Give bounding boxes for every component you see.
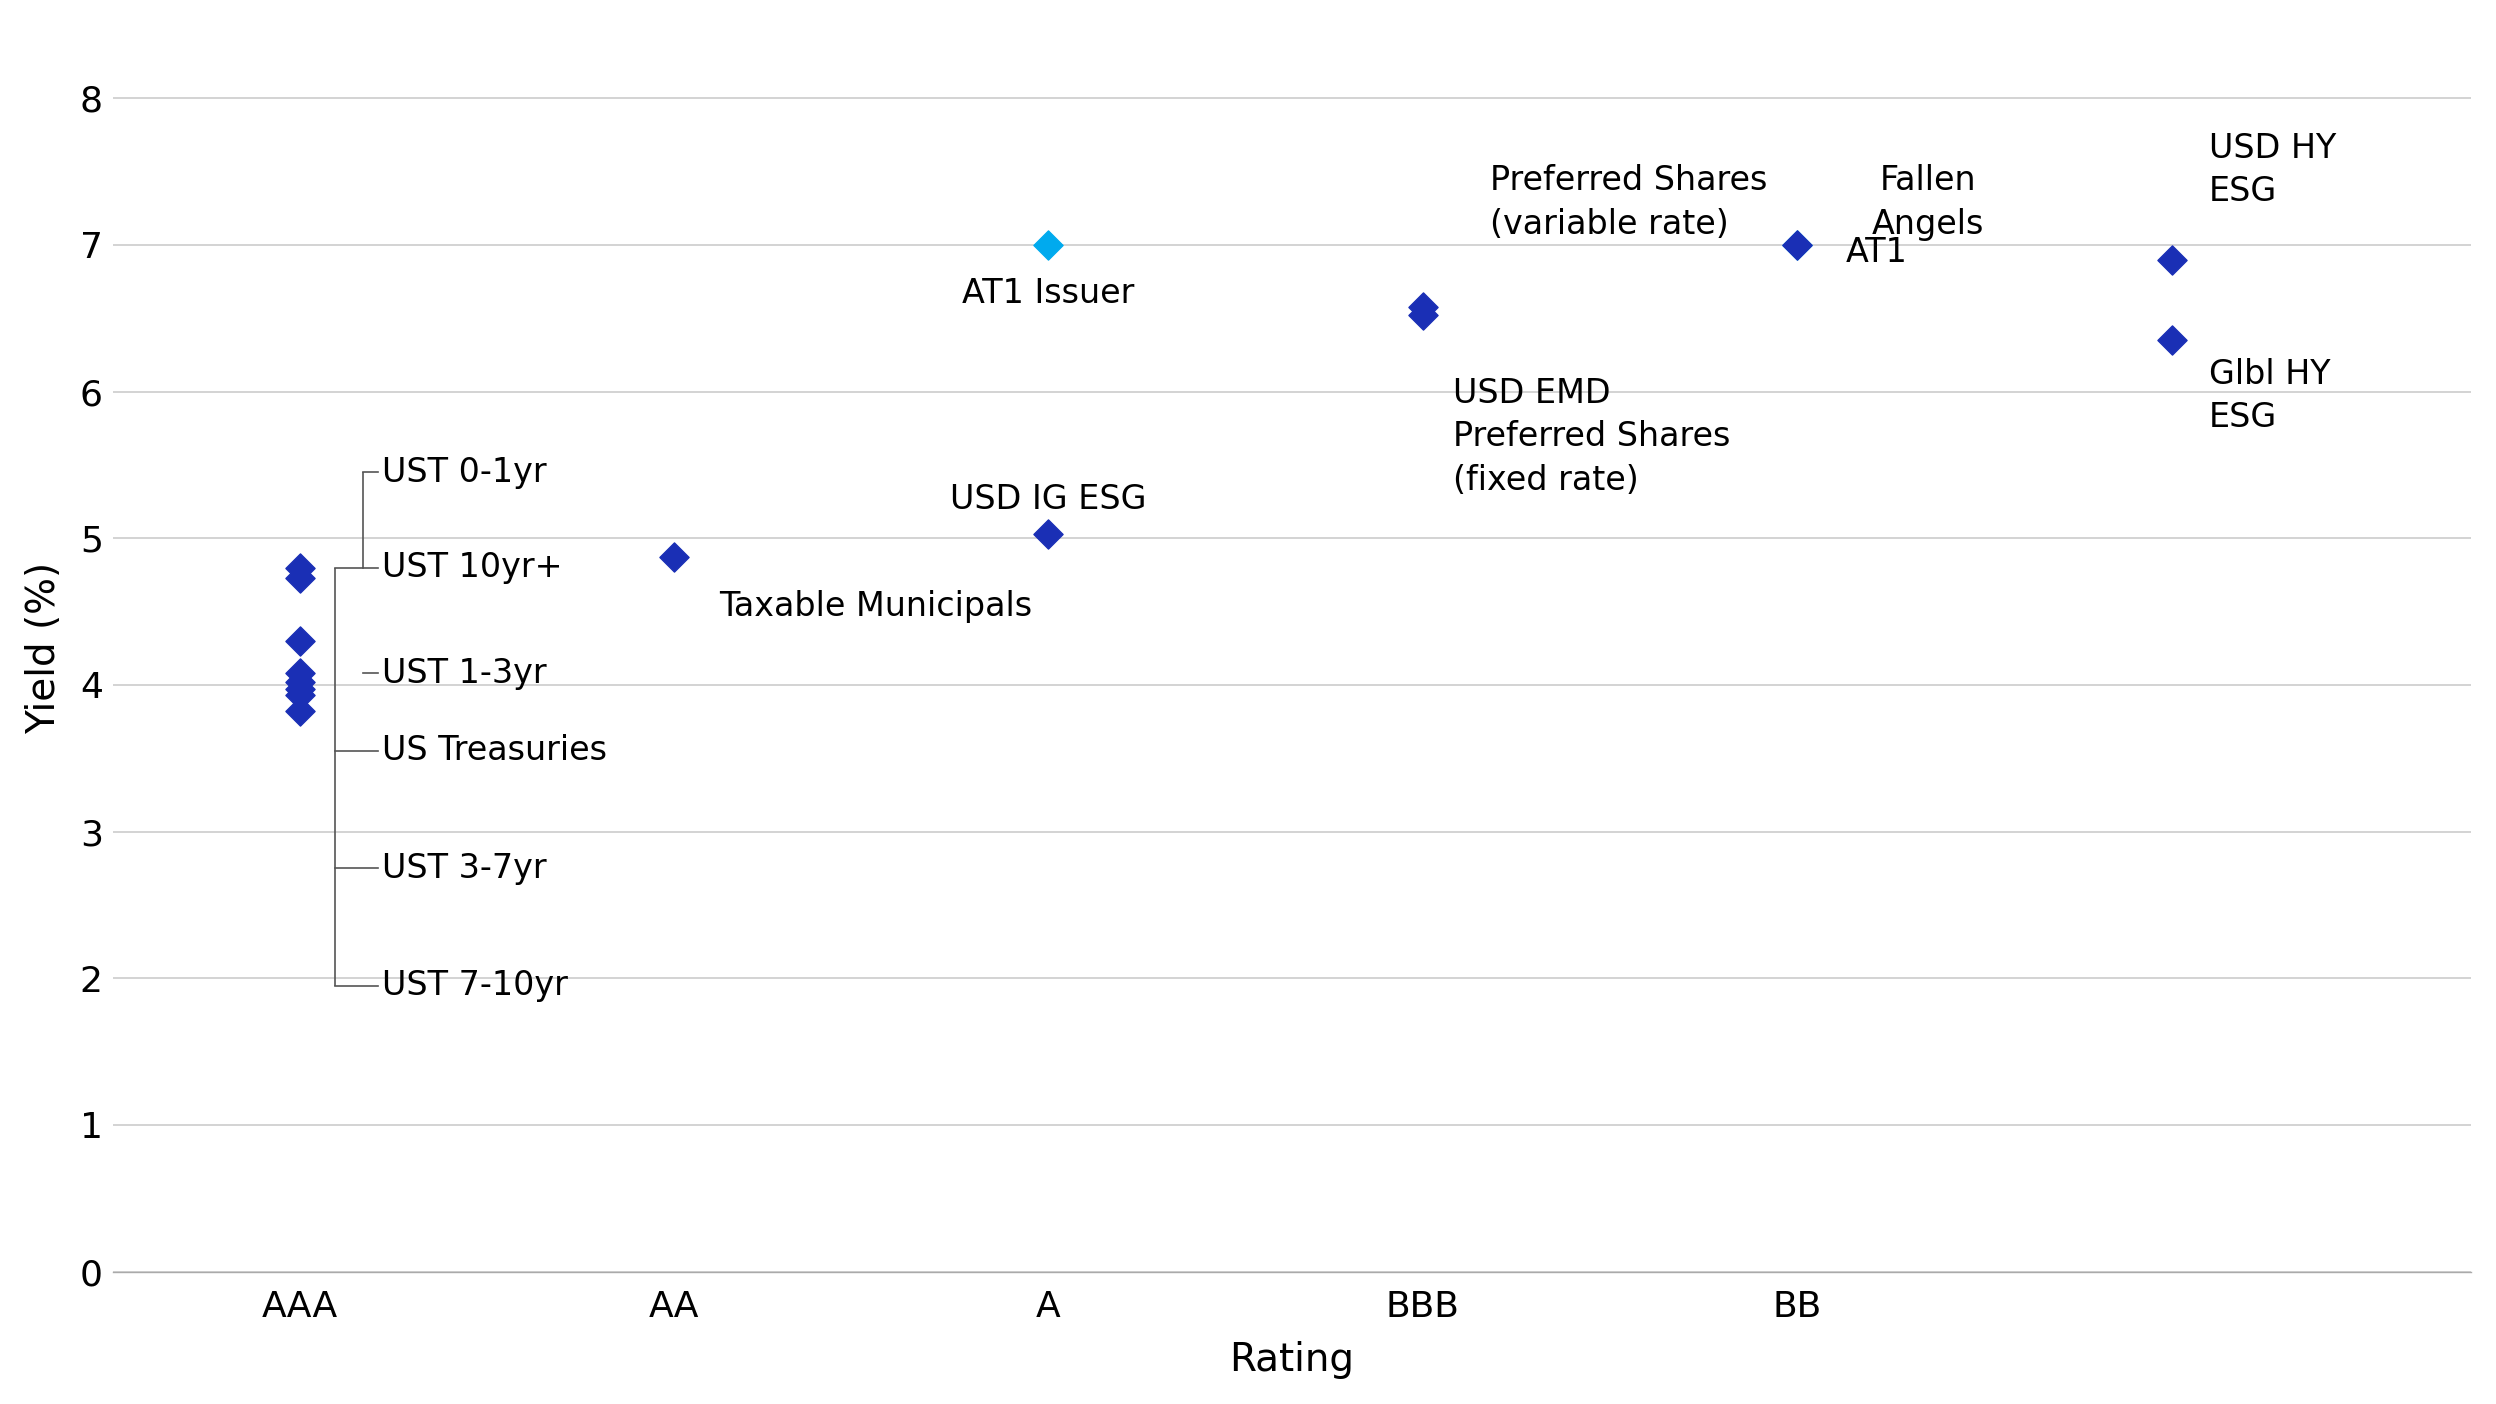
Point: [1777, 233, 1817, 256]
Point: [280, 684, 319, 706]
Point: [2152, 249, 2191, 271]
Point: [1028, 522, 1068, 545]
Point: [280, 556, 319, 578]
Point: [1403, 305, 1443, 327]
Point: [280, 701, 319, 723]
Point: [280, 663, 319, 685]
Point: [280, 678, 319, 701]
Text: USD HY
ESG: USD HY ESG: [2209, 132, 2336, 208]
Text: US Treasuries: US Treasuries: [382, 734, 607, 768]
Text: Fallen
Angels: Fallen Angels: [1872, 164, 1984, 240]
Text: UST 3-7yr: UST 3-7yr: [382, 852, 547, 885]
Point: [1028, 233, 1068, 256]
Text: USD EMD
Preferred Shares
(fixed rate): USD EMD Preferred Shares (fixed rate): [1453, 378, 1730, 497]
Point: [280, 567, 319, 590]
Text: Taxable Municipals: Taxable Municipals: [719, 590, 1033, 622]
Point: [2152, 329, 2191, 351]
Point: [1777, 233, 1817, 256]
Point: [1403, 295, 1443, 317]
Text: UST 0-1yr: UST 0-1yr: [382, 456, 547, 489]
Text: UST 1-3yr: UST 1-3yr: [382, 657, 547, 689]
Text: AT1 Issuer: AT1 Issuer: [963, 277, 1136, 310]
Text: UST 7-10yr: UST 7-10yr: [382, 969, 569, 1002]
Text: UST 10yr+: UST 10yr+: [382, 552, 562, 584]
Point: [654, 546, 694, 569]
Text: USD IG ESG: USD IG ESG: [951, 483, 1146, 517]
Point: [280, 671, 319, 694]
X-axis label: Rating: Rating: [1228, 1341, 1355, 1379]
Y-axis label: Yield (%): Yield (%): [25, 562, 62, 734]
Text: AT1: AT1: [1847, 236, 1907, 268]
Text: Glbl HY
ESG: Glbl HY ESG: [2209, 358, 2331, 434]
Text: Preferred Shares
(variable rate): Preferred Shares (variable rate): [1490, 164, 1767, 240]
Point: [280, 630, 319, 653]
